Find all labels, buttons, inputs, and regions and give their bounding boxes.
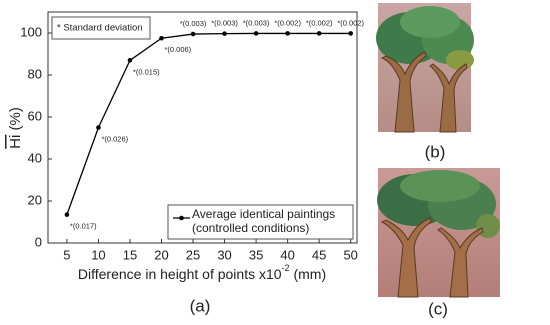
note: * Standard deviation bbox=[57, 23, 143, 34]
point bbox=[285, 31, 290, 36]
legend-label: Average identical paintings (controlled … bbox=[192, 207, 336, 235]
y-tick-label: 0 bbox=[35, 234, 42, 249]
y-axis-label: Hi (%) bbox=[7, 107, 24, 149]
painting-c bbox=[377, 168, 500, 298]
point-annotation: *(0.026) bbox=[101, 134, 128, 143]
point bbox=[316, 31, 322, 36]
point bbox=[127, 58, 133, 63]
plot-frame bbox=[47, 11, 358, 244]
panel-label: (c) bbox=[428, 299, 448, 318]
y-tick-label: 60 bbox=[28, 108, 42, 123]
x-tick-label: 20 bbox=[154, 247, 168, 262]
point bbox=[222, 31, 227, 36]
x-tick-label: 15 bbox=[123, 247, 137, 262]
point-annotation: *(0.002) bbox=[337, 18, 364, 27]
x-tick-label: 10 bbox=[91, 247, 105, 262]
point-annotation: *(0.017) bbox=[70, 222, 97, 231]
point bbox=[159, 35, 164, 41]
x-label-text: Difference in height of points x10 bbox=[78, 266, 282, 282]
x-tick-label: 30 bbox=[217, 247, 231, 262]
y-label-symbol: Hi bbox=[7, 135, 24, 149]
y-tick-label: 80 bbox=[28, 66, 42, 81]
point bbox=[253, 31, 259, 36]
y-tick-label: 20 bbox=[28, 192, 42, 207]
y-tick-label: 100 bbox=[20, 24, 42, 39]
x-label-exponent: -2 bbox=[282, 263, 290, 273]
point-annotation: *(0.003) bbox=[243, 18, 270, 27]
painting-b bbox=[376, 3, 474, 133]
x-tick-label: 40 bbox=[280, 247, 294, 262]
legend-marker bbox=[179, 215, 184, 221]
series-line bbox=[66, 32, 351, 215]
panel-label: (b) bbox=[425, 142, 446, 161]
legend-box bbox=[167, 204, 354, 240]
point bbox=[64, 212, 70, 217]
y-label-unit: (%) bbox=[7, 107, 24, 130]
x-label-unit: (mm) bbox=[293, 266, 326, 282]
point-annotation: *(0.002) bbox=[274, 18, 301, 27]
x-axis-label: Difference in height of points x10-2 (mm… bbox=[78, 263, 326, 281]
point-annotation: *(0.015) bbox=[133, 67, 160, 76]
panel-label: (a) bbox=[190, 296, 211, 315]
point bbox=[190, 31, 196, 37]
x-tick-label: 25 bbox=[186, 247, 200, 262]
x-tick-label: 5 bbox=[63, 247, 70, 262]
point-annotation: *(0.003) bbox=[211, 19, 238, 28]
point bbox=[96, 125, 101, 130]
note-box bbox=[51, 16, 151, 40]
point-annotation: *(0.003) bbox=[180, 19, 207, 28]
point-annotation: *(0.002) bbox=[306, 18, 333, 27]
y-tick-label: 40 bbox=[28, 150, 42, 165]
point-annotation: *(0.006) bbox=[165, 45, 192, 54]
point bbox=[348, 31, 353, 36]
x-tick-label: 35 bbox=[249, 247, 263, 262]
x-tick-label: 45 bbox=[312, 247, 326, 262]
x-tick-label: 50 bbox=[343, 247, 357, 262]
legend-entry: Average identical paintings (controlled … bbox=[192, 207, 336, 235]
